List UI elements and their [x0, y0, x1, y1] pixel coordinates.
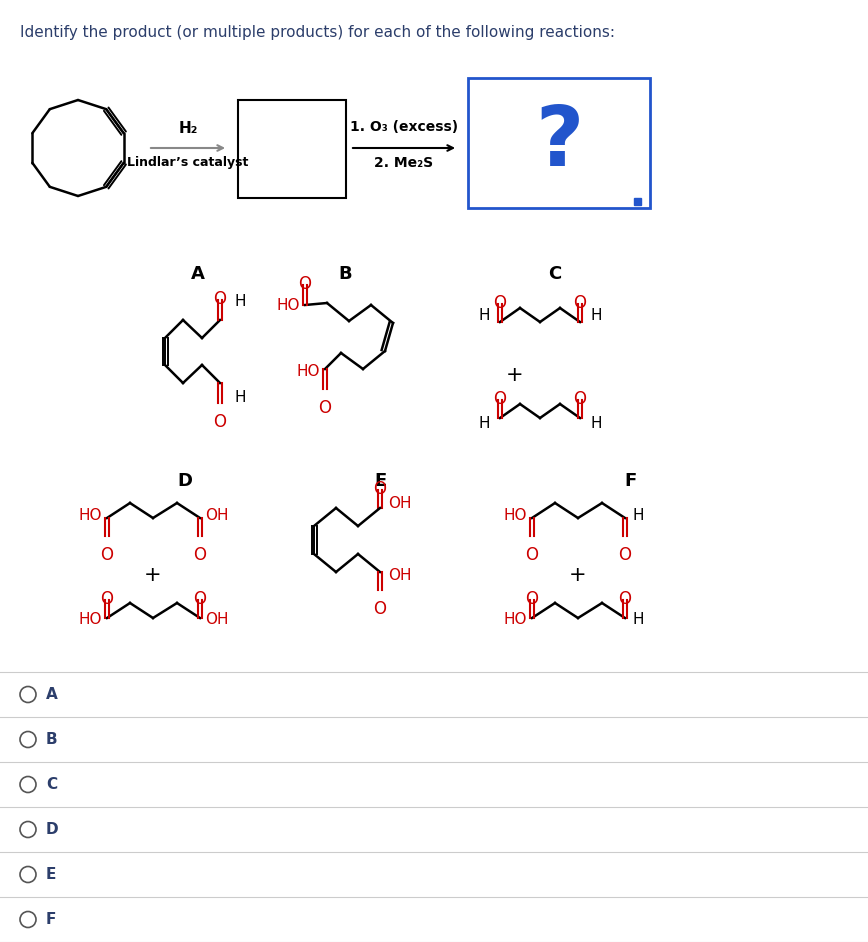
Text: O: O [574, 294, 587, 312]
Text: H: H [234, 389, 246, 404]
Text: HO: HO [503, 509, 527, 524]
Text: 2. Me₂S: 2. Me₂S [374, 156, 433, 170]
Text: Lindlar’s catalyst: Lindlar’s catalyst [128, 156, 249, 169]
Text: H: H [633, 612, 645, 627]
Text: B: B [339, 265, 352, 283]
Text: H: H [478, 308, 490, 323]
Text: B: B [46, 732, 57, 747]
Text: O: O [214, 290, 227, 308]
Text: O: O [214, 413, 227, 431]
Text: O: O [101, 590, 114, 608]
Text: OH: OH [388, 569, 411, 583]
Text: D: D [177, 472, 193, 490]
Text: O: O [494, 390, 507, 408]
Text: D: D [46, 822, 59, 837]
Text: H: H [633, 509, 645, 524]
Text: O: O [494, 294, 507, 312]
Text: O: O [574, 390, 587, 408]
Text: O: O [373, 600, 386, 618]
Text: OH: OH [205, 612, 228, 627]
Text: HO: HO [503, 612, 527, 627]
Text: Identify the product (or multiple products) for each of the following reactions:: Identify the product (or multiple produc… [20, 25, 615, 40]
Text: O: O [619, 590, 632, 608]
Text: E: E [46, 867, 56, 882]
Text: F: F [624, 472, 636, 490]
Text: E: E [374, 472, 386, 490]
Text: ?: ? [535, 103, 583, 184]
Text: O: O [194, 546, 207, 564]
Text: +: + [506, 365, 523, 385]
Text: +: + [569, 565, 587, 585]
Text: H: H [590, 308, 602, 323]
Text: +: + [144, 565, 161, 585]
Text: HO: HO [297, 364, 320, 379]
Text: F: F [46, 912, 56, 927]
Text: H₂: H₂ [178, 121, 198, 136]
Text: O: O [525, 546, 538, 564]
Text: HO: HO [78, 509, 102, 524]
Text: OH: OH [205, 509, 228, 524]
Text: O: O [525, 590, 538, 608]
Bar [238, 100, 346, 198]
Text: HO: HO [277, 298, 300, 313]
Text: C: C [549, 265, 562, 283]
Text: H: H [590, 416, 602, 431]
Text: A: A [46, 687, 58, 702]
Text: O: O [373, 480, 386, 498]
Text: O: O [319, 399, 332, 417]
Text: C: C [46, 777, 57, 792]
Text: H: H [234, 295, 246, 310]
Text: O: O [101, 546, 114, 564]
Text: A: A [191, 265, 205, 283]
Text: 1. O₃ (excess): 1. O₃ (excess) [350, 120, 458, 134]
Text: O: O [299, 275, 312, 293]
Text: HO: HO [78, 612, 102, 627]
Text: H: H [478, 416, 490, 431]
Bar [468, 78, 650, 208]
Bar [634, 198, 641, 205]
Text: O: O [194, 590, 207, 608]
Text: OH: OH [388, 496, 411, 512]
Text: O: O [619, 546, 632, 564]
